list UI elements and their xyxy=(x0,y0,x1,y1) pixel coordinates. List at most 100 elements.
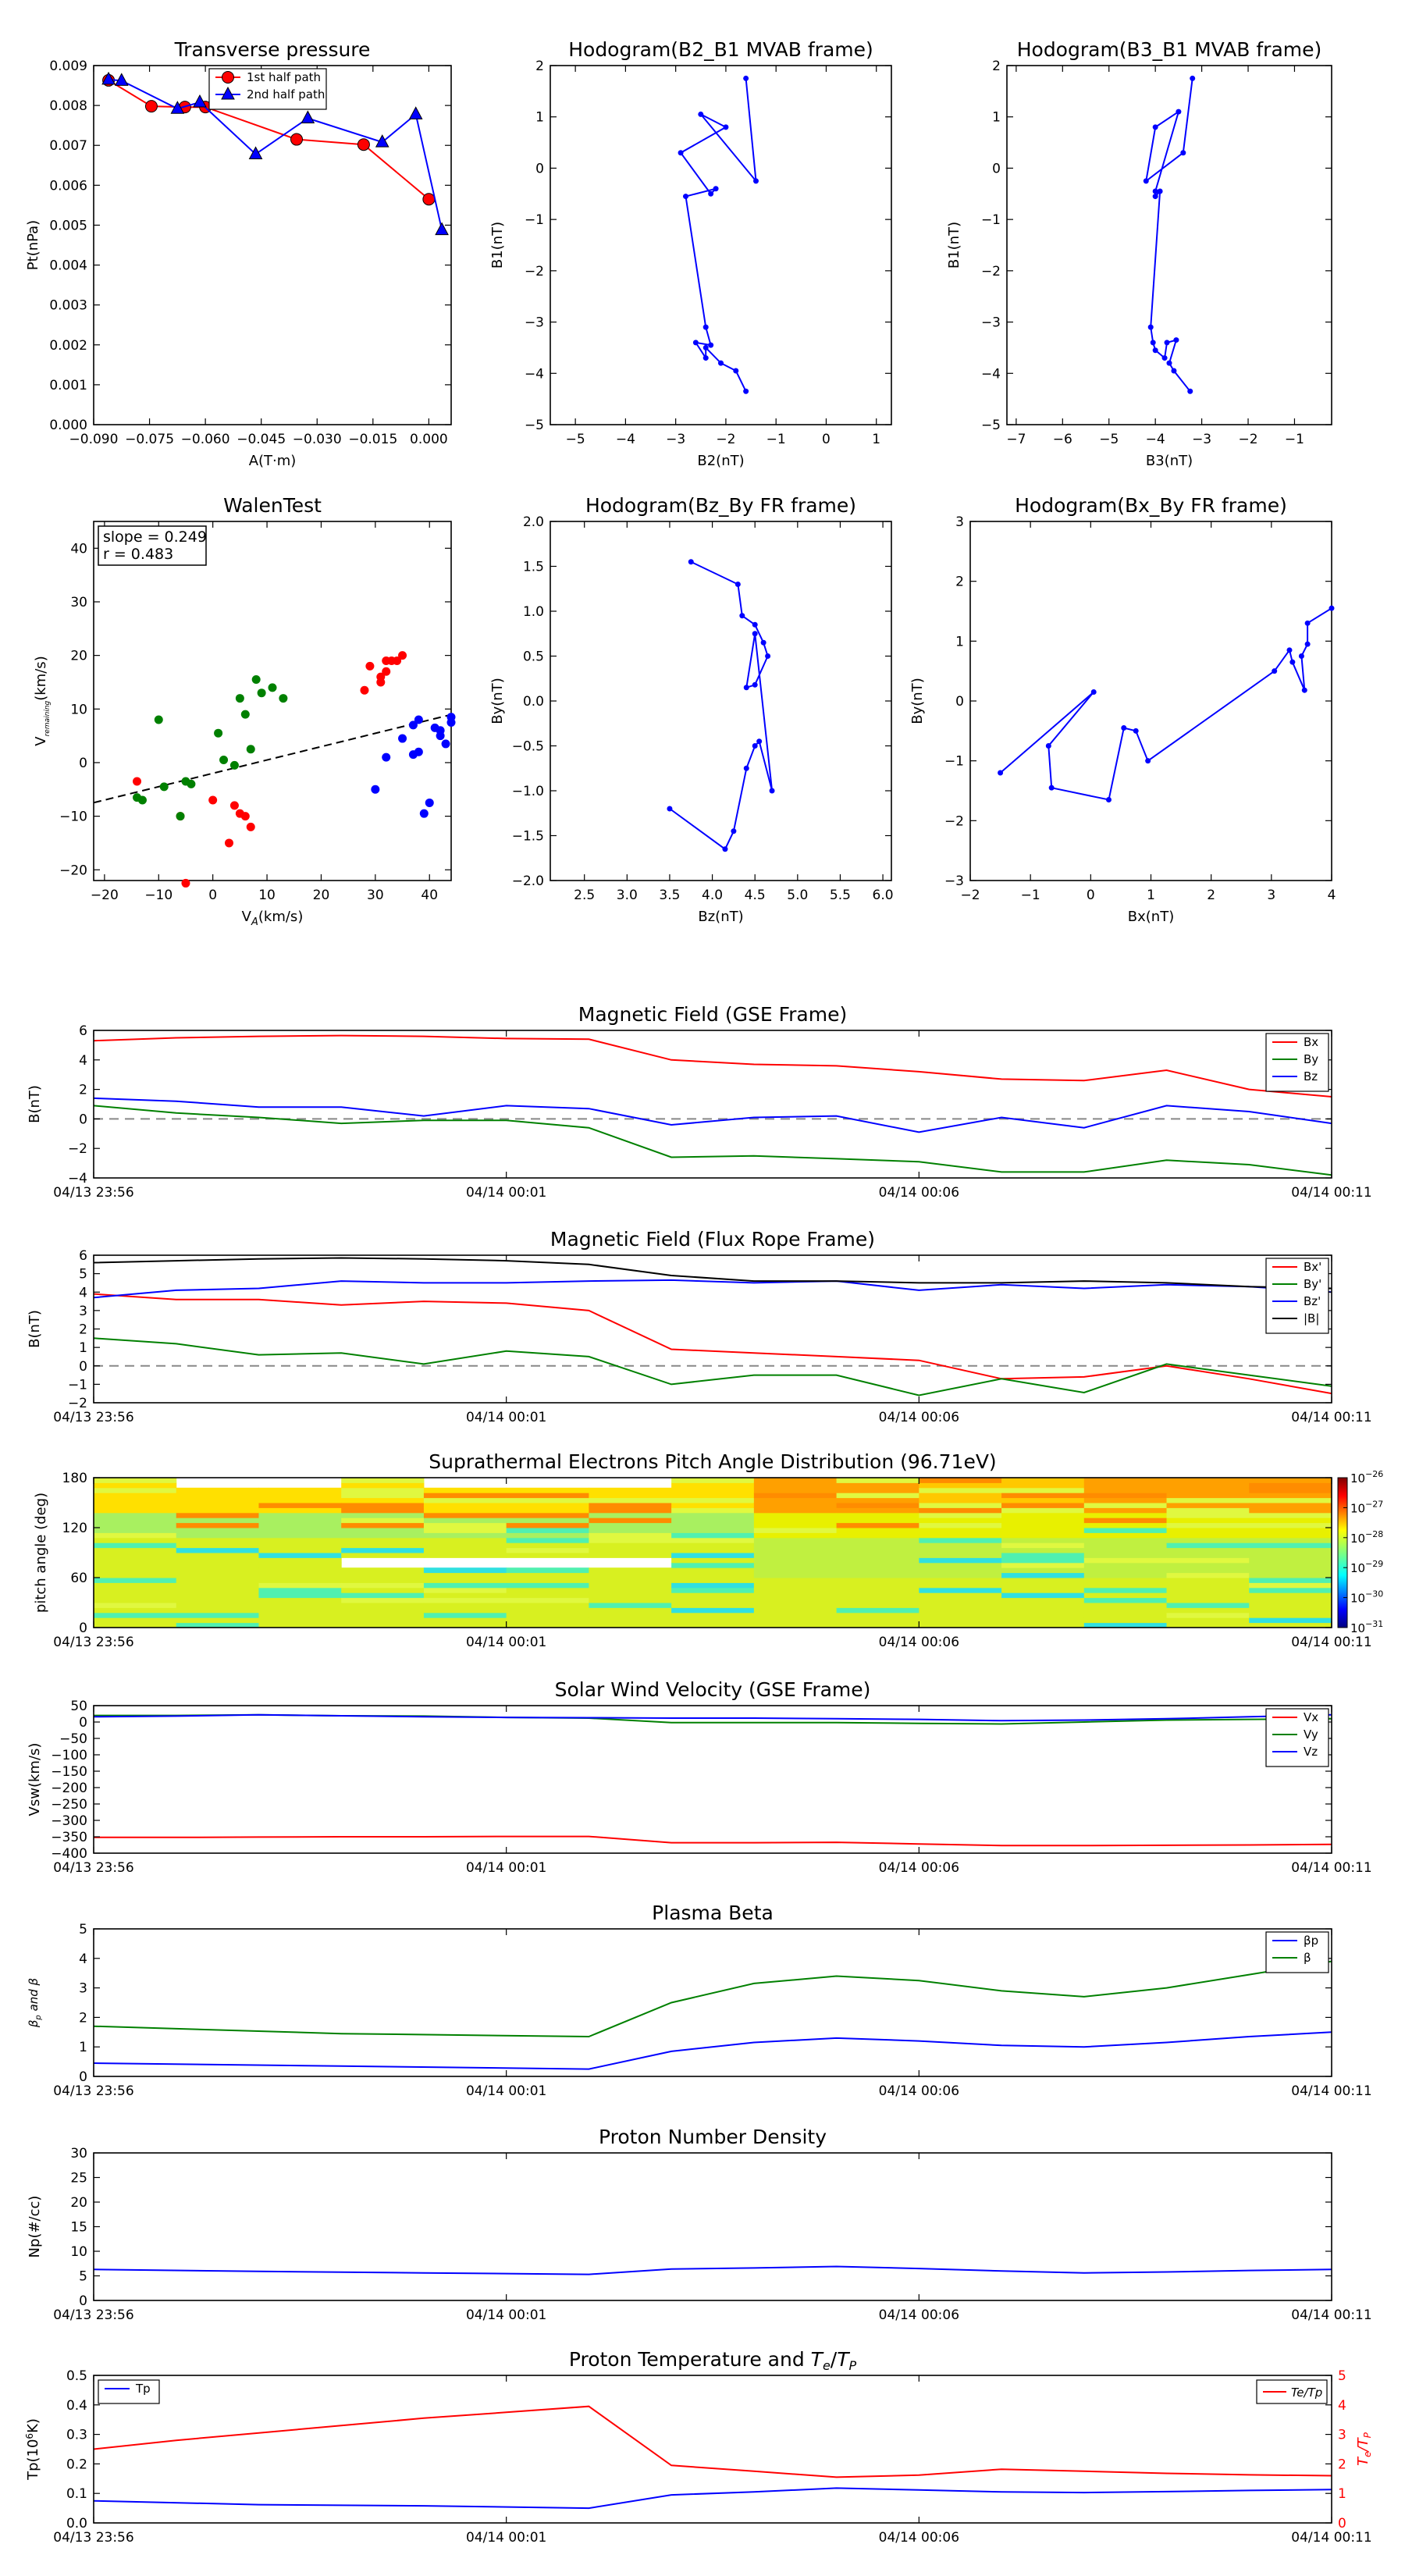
x-tick-label: 2.5 xyxy=(574,888,595,903)
heatmap-cell xyxy=(671,1572,755,1578)
heatmap-cell xyxy=(423,1517,507,1524)
y-tick-label: 4 xyxy=(79,1053,87,1069)
heatmap-cell xyxy=(506,1578,589,1583)
x-tick-label: 04/14 00:11 xyxy=(1291,2530,1371,2546)
x-tick-label: 6.0 xyxy=(873,888,894,903)
heatmap-cell xyxy=(176,1603,259,1608)
y-tick-label: 0.009 xyxy=(49,59,87,74)
heatmap-cell xyxy=(753,1603,838,1608)
heatmap-cell xyxy=(176,1592,259,1599)
axes-frame xyxy=(93,2375,1332,2524)
chart-title: Hodogram(Bx_By FR frame) xyxy=(1015,494,1287,517)
heatmap-cell xyxy=(94,1537,177,1543)
heatmap-cell xyxy=(836,1497,919,1503)
data-point xyxy=(1329,605,1335,611)
scatter-point-blue xyxy=(408,720,418,730)
data-point xyxy=(752,681,758,688)
heatmap-cell xyxy=(94,1562,177,1568)
y-tick-label: −4 xyxy=(68,1171,87,1187)
heatmap-cell xyxy=(341,1542,425,1549)
heatmap-cell xyxy=(589,1597,672,1603)
heatmap-cell xyxy=(919,1487,1002,1493)
heatmap-cell xyxy=(94,1497,177,1503)
heatmap-cell xyxy=(1249,1612,1332,1618)
legend-entry: Vy xyxy=(1304,1727,1318,1742)
y-tick-label: 0 xyxy=(79,1715,87,1731)
heatmap-cell xyxy=(423,1587,507,1593)
x-tick-label: 04/14 00:11 xyxy=(1291,1410,1371,1425)
heatmap-cell xyxy=(341,1582,425,1589)
x-tick-label: −0.090 xyxy=(69,432,119,447)
x-tick-label: 04/14 00:06 xyxy=(879,2530,959,2546)
heatmap-cell xyxy=(1166,1487,1250,1493)
heatmap-cell xyxy=(1001,1497,1085,1503)
heatmap-cell xyxy=(589,1572,672,1578)
chart-h3: 2.5 3.0 3.5 4.0 4.5 5.0 5.5 6.0 −2.0 −1.5 −1.0 −0.5… xyxy=(489,494,894,925)
heatmap-cell xyxy=(1001,1522,1085,1528)
axes-frame xyxy=(93,1928,1332,2077)
heatmap-cell xyxy=(671,1528,755,1533)
heatmap-cell xyxy=(671,1493,755,1499)
y-tick-label: 6 xyxy=(79,1248,87,1264)
heatmap-cell xyxy=(94,1503,177,1508)
x-axis-label: Bx(nT) xyxy=(1128,909,1174,925)
heatmap-cell xyxy=(176,1528,259,1533)
heatmap-cell xyxy=(94,1617,177,1624)
data-point xyxy=(1161,355,1168,361)
heatmap-cell xyxy=(1083,1482,1168,1489)
y-axis-label: Pt(nPa) xyxy=(25,220,41,270)
x-tick-label: 04/14 00:06 xyxy=(879,1185,959,1201)
scatter-point-green xyxy=(257,688,266,698)
heatmap-cell xyxy=(176,1597,259,1603)
heatmap-cell xyxy=(919,1478,1002,1483)
heatmap-cell xyxy=(423,1607,507,1614)
heatmap-cell xyxy=(258,1607,342,1614)
scatter-point-green xyxy=(176,812,185,821)
heatmap-cell xyxy=(176,1517,259,1524)
chart-title: Solar Wind Velocity (GSE Frame) xyxy=(555,1678,871,1701)
chart-transverse-pressure: −0.090 −0.075 −0.060 −0.045 −0.030 −0.015 0.00… xyxy=(25,38,452,469)
y-tick-label: 0.008 xyxy=(49,98,87,114)
heatmap-cell xyxy=(836,1603,919,1608)
heatmap-cell xyxy=(341,1578,425,1583)
scatter-point-red xyxy=(208,795,218,805)
data-point xyxy=(101,71,116,85)
data-point xyxy=(1286,647,1293,653)
scatter-point-blue xyxy=(414,747,423,756)
heatmap-cell xyxy=(1083,1597,1168,1603)
heatmap-cell xyxy=(94,1578,177,1583)
legend-entry: 2nd half path xyxy=(247,87,325,101)
heatmap-cell xyxy=(506,1617,589,1624)
heatmap-cell xyxy=(506,1507,589,1514)
heatmap-cell xyxy=(506,1528,589,1533)
heatmap-cell xyxy=(836,1503,919,1508)
heatmap-cell xyxy=(589,1578,672,1583)
scatter-point-blue xyxy=(425,798,434,807)
x-tick-label: −3 xyxy=(666,432,685,447)
data-point xyxy=(733,368,739,374)
y-tick-label: 0 xyxy=(79,2069,87,2085)
heatmap-cell xyxy=(836,1512,919,1518)
y-tick-label: 180 xyxy=(62,1471,87,1486)
heatmap-cell xyxy=(1001,1597,1085,1603)
y-tick-label: 1.0 xyxy=(523,604,544,620)
heatmap-cell xyxy=(671,1562,755,1568)
heatmap-cell xyxy=(258,1567,342,1574)
heatmap-cell xyxy=(341,1547,425,1553)
heatmap-cell xyxy=(1083,1603,1168,1608)
heatmap-cell xyxy=(836,1542,919,1549)
data-point xyxy=(357,138,370,151)
chart-title: Transverse pressure xyxy=(174,38,371,61)
x-tick-label: 04/14 00:06 xyxy=(879,1635,959,1650)
x-tick-label: 4.0 xyxy=(702,888,723,903)
heatmap-cell xyxy=(423,1542,507,1549)
scatter-point-red xyxy=(393,656,402,666)
y-tick-label: −20 xyxy=(59,863,87,878)
heatmap-cell xyxy=(1166,1478,1250,1483)
data-point xyxy=(688,559,694,565)
x-axis-label: B2(nT) xyxy=(697,453,744,469)
data-point xyxy=(1090,689,1097,695)
scatter-point-red xyxy=(376,672,386,681)
data-point xyxy=(1173,337,1179,343)
y-tick-label: −2 xyxy=(944,813,964,829)
